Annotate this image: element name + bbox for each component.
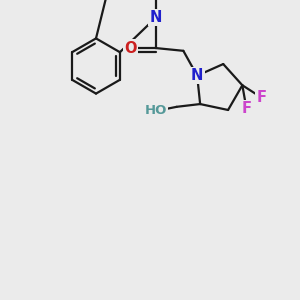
Text: N: N <box>150 10 162 25</box>
Text: F: F <box>257 90 267 105</box>
Text: O: O <box>125 40 137 56</box>
Text: HO: HO <box>145 104 167 118</box>
Text: F: F <box>242 101 251 116</box>
Text: N: N <box>191 68 203 83</box>
